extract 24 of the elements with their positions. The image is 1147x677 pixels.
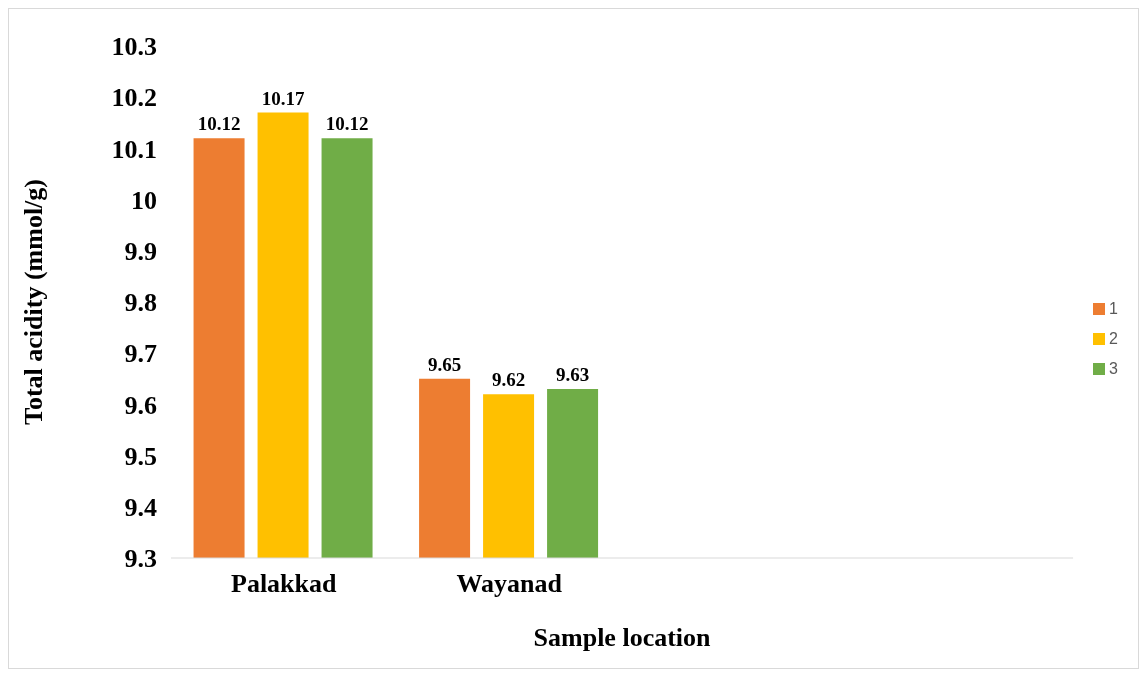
data-label: 9.65 xyxy=(427,353,462,375)
x-tick-label: Wayanad xyxy=(456,569,563,599)
legend-label: 3 xyxy=(1109,359,1118,377)
y-tick-label: 9.5 xyxy=(124,441,157,471)
data-label: 10.17 xyxy=(261,87,305,109)
data-label: 9.63 xyxy=(555,364,590,386)
y-tick-label: 10.1 xyxy=(111,134,157,164)
data-label: 9.62 xyxy=(491,369,526,391)
y-tick-label: 9.9 xyxy=(124,237,157,267)
y-tick-label: 9.4 xyxy=(124,493,157,523)
x-tick-label: Palakkad xyxy=(231,569,338,599)
legend-label: 2 xyxy=(1109,329,1118,347)
legend-label: 1 xyxy=(1109,299,1118,317)
y-axis-title: Total acidity (mmol/g) xyxy=(19,178,49,426)
data-label: 10.12 xyxy=(197,113,241,135)
y-tick-label: 10.3 xyxy=(111,32,157,62)
y-tick-label: 9.8 xyxy=(124,288,157,318)
x-axis-title: Sample location xyxy=(533,623,712,652)
y-tick-label: 10.2 xyxy=(111,83,157,113)
y-tick-label: 9.6 xyxy=(124,390,157,420)
y-tick-label: 9.3 xyxy=(124,544,157,574)
y-tick-label: 10 xyxy=(131,185,157,215)
y-tick-label: 9.7 xyxy=(124,339,157,369)
data-label: 10.12 xyxy=(325,113,369,135)
